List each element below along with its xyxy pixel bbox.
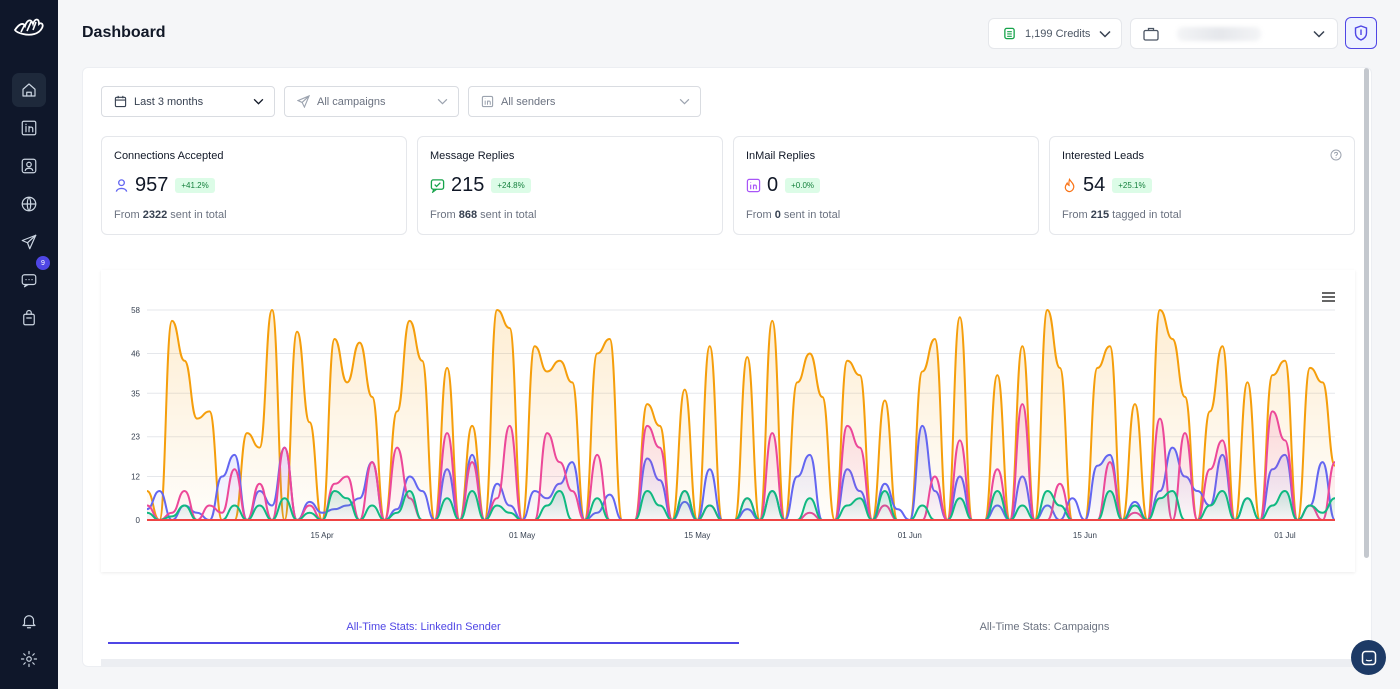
x-tick-label: 01 Jun: [898, 531, 922, 540]
campaigns-icon: [21, 234, 37, 250]
x-tick-label: 15 May: [684, 531, 710, 540]
stat-card-message-replies: Message Replies 215 +24.8% From 868 sent…: [417, 136, 723, 235]
workspace-name-redacted: [1177, 26, 1261, 41]
x-tick-label: 15 Apr: [311, 531, 334, 540]
stat-title: InMail Replies: [746, 150, 816, 162]
calendar-icon: [114, 95, 127, 108]
stat-title: Interested Leads: [1062, 150, 1144, 162]
workspace-dropdown[interactable]: [1130, 18, 1338, 49]
support-chat-button[interactable]: [1351, 640, 1386, 675]
y-tick-label: 23: [131, 433, 140, 442]
nav-campaigns[interactable]: [12, 225, 46, 259]
stat-card-interested-leads: Interested Leads 54 +25.1% From 215 tagg…: [1049, 136, 1355, 235]
x-tick-label: 01 Jul: [1274, 531, 1296, 540]
y-tick-label: 12: [131, 473, 140, 482]
dashboard-panel: Last 3 months All campaigns All senders …: [82, 67, 1372, 667]
senders-placeholder: All senders: [501, 95, 556, 108]
series-area: [147, 404, 1335, 520]
nav-notifications[interactable]: [12, 604, 46, 638]
chevron-down-icon: [1099, 30, 1111, 38]
stat-delta-badge: +25.1%: [1112, 178, 1152, 193]
credits-label: 1,199 Credits: [1025, 27, 1091, 40]
stat-title: Connections Accepted: [114, 150, 224, 162]
globe-icon: [21, 196, 37, 212]
briefcase-icon: [1143, 27, 1159, 41]
stat-card-inmail-replies: InMail Replies 0 +0.0% From 0 sent in to…: [733, 136, 1039, 235]
stat-title: Message Replies: [430, 150, 515, 162]
credits-dropdown[interactable]: 1,199 Credits: [988, 18, 1122, 49]
linkedin-icon: [481, 95, 494, 108]
stat-value: 215: [451, 174, 485, 196]
senders-filter[interactable]: All senders: [468, 86, 701, 117]
stat-delta-badge: +0.0%: [785, 178, 821, 193]
message-check-icon: [430, 179, 445, 193]
nav-contacts[interactable]: [12, 149, 46, 183]
series-line: [146, 308, 1336, 522]
settings-icon: [20, 650, 38, 668]
stat-footnote: From 868 sent in total: [430, 209, 537, 221]
person-icon: [115, 179, 128, 192]
nav-integrations[interactable]: [12, 301, 46, 335]
integrations-icon: [23, 309, 35, 326]
tab-linkedin-sender-stats[interactable]: All-Time Stats: LinkedIn Sender: [108, 621, 739, 644]
nav-linkedin[interactable]: [12, 111, 46, 145]
stat-footnote: From 215 tagged in total: [1062, 209, 1182, 221]
campaigns-placeholder: All campaigns: [317, 95, 386, 108]
date-range-value: Last 3 months: [134, 95, 204, 108]
stat-value: 957: [135, 174, 169, 196]
y-tick-label: 35: [131, 389, 140, 398]
chevron-down-icon: [679, 98, 690, 105]
flame-icon: [1064, 178, 1075, 193]
sidebar: 9: [0, 0, 58, 689]
series-line: [146, 490, 1336, 522]
stat-card-connections: Connections Accepted 957 +41.2% From 232…: [101, 136, 407, 235]
chart-svg: 0 12 23 35 46 58 15 Apr 01 May 15 May 01 Jun 15 Ju…: [131, 306, 1336, 540]
page-title: Dashboard: [82, 24, 166, 41]
y-tick-label: 0: [136, 516, 141, 525]
tab-campaign-stats[interactable]: All-Time Stats: Campaigns: [979, 621, 1110, 633]
shield-icon: [1354, 25, 1368, 41]
date-range-filter[interactable]: Last 3 months: [101, 86, 275, 117]
chevron-down-icon: [1313, 30, 1325, 38]
stat-value: 0: [767, 174, 779, 196]
bell-icon: [22, 615, 36, 629]
nav-settings[interactable]: [12, 642, 46, 676]
table-header-strip: [101, 659, 1355, 666]
credits-icon: [1004, 27, 1015, 40]
help-icon[interactable]: [1330, 149, 1342, 161]
stat-value: 54: [1083, 174, 1106, 196]
messages-icon: [21, 274, 37, 288]
home-icon: [22, 83, 36, 97]
stat-delta-badge: +24.8%: [491, 178, 531, 193]
brand-logo[interactable]: [11, 12, 47, 40]
nav-messages[interactable]: 9: [12, 256, 50, 297]
chart-menu-icon[interactable]: [1322, 292, 1335, 302]
messages-badge: 9: [36, 256, 50, 270]
x-tick-label: 15 Jun: [1073, 531, 1097, 540]
linkedin-icon: [21, 120, 37, 136]
inmail-icon: [746, 178, 761, 193]
x-tick-label: 01 May: [509, 531, 535, 540]
nav-home[interactable]: [12, 73, 46, 107]
scrollbar[interactable]: [1364, 68, 1369, 558]
send-icon: [297, 95, 310, 108]
chat-icon: [1361, 650, 1376, 665]
series-area: [147, 491, 1335, 520]
chevron-down-icon: [437, 98, 448, 105]
chevron-down-icon: [253, 98, 264, 105]
activity-chart: 0 12 23 35 46 58 15 Apr 01 May 15 May 01 Jun 15 Ju…: [101, 270, 1355, 572]
campaigns-filter[interactable]: All campaigns: [284, 86, 459, 117]
y-tick-label: 46: [131, 349, 140, 358]
stat-footnote: From 2322 sent in total: [114, 209, 227, 221]
stat-delta-badge: +41.2%: [175, 178, 215, 193]
contacts-icon: [21, 158, 37, 174]
stat-footnote: From 0 sent in total: [746, 209, 841, 221]
security-button[interactable]: [1345, 17, 1377, 49]
y-tick-label: 58: [131, 306, 140, 315]
nav-globe[interactable]: [12, 187, 46, 221]
